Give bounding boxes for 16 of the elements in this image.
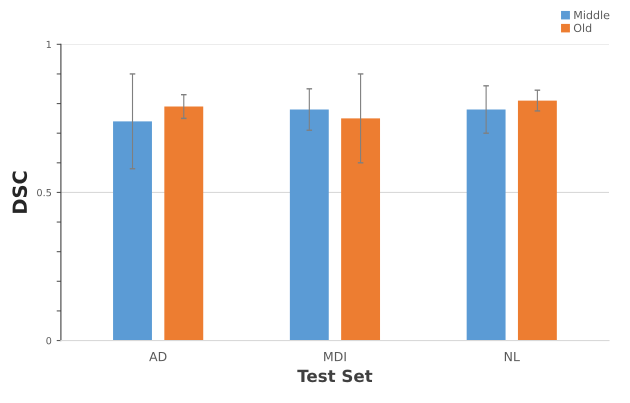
bar xyxy=(466,109,506,341)
y-tick-label: 1 xyxy=(46,40,51,48)
legend-label: Old xyxy=(574,24,592,32)
y-axis-title: DSC xyxy=(12,171,28,213)
y-tick-label: 0 xyxy=(46,337,52,344)
legend-label: Middle xyxy=(574,10,610,20)
bar xyxy=(164,106,204,341)
bar xyxy=(290,109,329,341)
bar xyxy=(341,118,380,341)
x-tick-label: NL xyxy=(504,352,520,362)
bar xyxy=(518,100,557,341)
y-tick-label: 0.5 xyxy=(37,188,52,196)
x-tick-label: AD xyxy=(149,352,166,362)
bar xyxy=(113,121,152,341)
x-tick-label: MDI xyxy=(324,352,346,362)
x-axis-title: Test Set xyxy=(297,370,372,382)
